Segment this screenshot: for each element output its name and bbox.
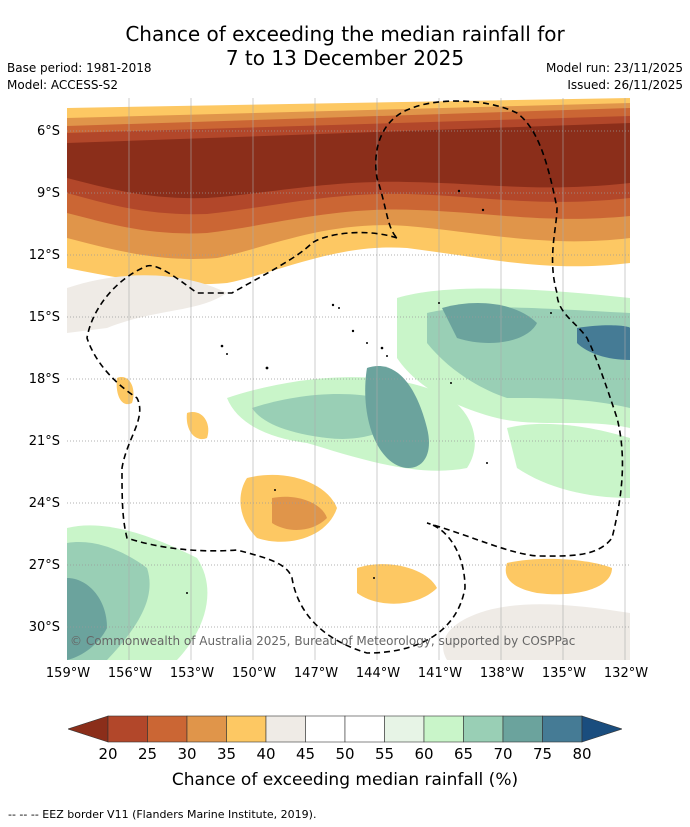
- colorbar-cell: [423, 715, 464, 743]
- colorbar-cell: [147, 715, 188, 743]
- meta-left: Base period: 1981-2018 Model: ACCESS-S2: [7, 60, 152, 94]
- base-period: Base period: 1981-2018: [7, 61, 152, 75]
- colorbar-tick-label: 75: [532, 745, 553, 763]
- colorbar-cell: [463, 715, 504, 743]
- lat-label-27s: 27°S: [28, 558, 60, 573]
- colorbar-cell: [265, 715, 306, 743]
- title-line-2: 7 to 13 December 2025: [225, 46, 465, 70]
- eez-footnote: -- -- -- EEZ border V11 (Flanders Marine…: [8, 808, 317, 821]
- map-title: Chance of exceeding the median rainfall …: [0, 22, 690, 70]
- lon-label-150w: 150°W: [231, 666, 277, 681]
- copyright-notice: © Commonwealth of Australia 2025, Bureau…: [70, 634, 576, 648]
- colorbar-cell: [186, 715, 227, 743]
- model-name: Model: ACCESS-S2: [7, 78, 119, 92]
- colorbar-cell: [384, 715, 425, 743]
- rainfall-map: [67, 98, 630, 660]
- colorbar-cell: [226, 715, 267, 743]
- colorbar-low-arrow: [68, 715, 109, 743]
- colorbar-tick-label: 35: [216, 745, 237, 763]
- issued-date: Issued: 26/11/2025: [567, 78, 683, 92]
- lat-label-24s: 24°S: [28, 496, 60, 511]
- lon-label-156w: 156°W: [107, 666, 153, 681]
- colorbar-tick-label: 30: [177, 745, 197, 763]
- lon-label-153w: 153°W: [169, 666, 215, 681]
- model-run: Model run: 23/11/2025: [545, 61, 683, 75]
- lon-label-159w: 159°W: [45, 666, 91, 681]
- lat-label-15s: 15°S: [28, 310, 60, 325]
- colorbar-tick-label: 60: [414, 745, 434, 763]
- lat-label-30s: 30°S: [28, 620, 60, 635]
- colorbar-cell: [305, 715, 346, 743]
- lon-label-147w: 147°W: [293, 666, 339, 681]
- colorbar: [68, 715, 622, 743]
- lon-label-141w: 141°W: [417, 666, 463, 681]
- lat-label-6s: 6°S: [36, 124, 60, 139]
- colorbar-tick-label: 40: [256, 745, 276, 763]
- colorbar-cell: [107, 715, 148, 743]
- colorbar-tick-label: 70: [493, 745, 513, 763]
- rainfall-field: [67, 98, 630, 660]
- lon-label-144w: 144°W: [355, 666, 401, 681]
- lat-label-9s: 9°S: [36, 186, 60, 201]
- colorbar-cell: [344, 715, 385, 743]
- title-line-1: Chance of exceeding the median rainfall …: [125, 22, 565, 46]
- colorbar-cell: [542, 715, 583, 743]
- colorbar-tick-label: 65: [453, 745, 474, 763]
- lat-label-18s: 18°S: [28, 372, 60, 387]
- colorbar-tick-label: 80: [572, 745, 592, 763]
- colorbar-tick-label: 20: [98, 745, 118, 763]
- colorbar-cell: [502, 715, 543, 743]
- colorbar-label: Chance of exceeding median rainfall (%): [171, 770, 519, 790]
- colorbar-tick-label: 50: [335, 745, 355, 763]
- lon-label-132w: 132°W: [603, 666, 649, 681]
- colorbar-tick-label: 55: [374, 745, 395, 763]
- lon-label-138w: 138°W: [479, 666, 525, 681]
- colorbar-tick-label: 25: [137, 745, 158, 763]
- lat-label-12s: 12°S: [28, 248, 60, 263]
- colorbar-tick-label: 45: [295, 745, 316, 763]
- lon-label-135w: 135°W: [541, 666, 587, 681]
- colorbar-high-arrow: [581, 715, 622, 743]
- lat-label-21s: 21°S: [28, 434, 60, 449]
- meta-right: Model run: 23/11/2025 Issued: 26/11/2025: [546, 60, 683, 94]
